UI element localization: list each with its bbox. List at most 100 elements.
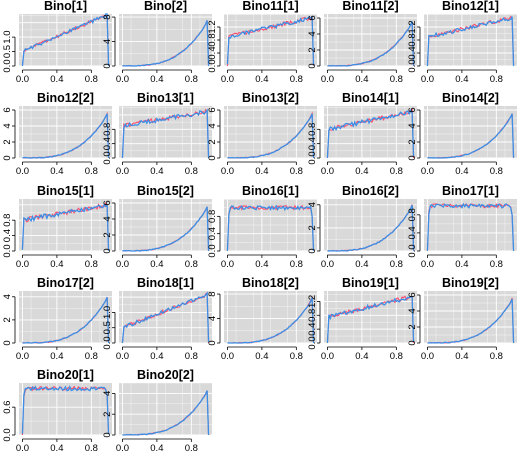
x-tick-label: 0.8	[185, 259, 198, 270]
y-tick-label: 0	[207, 155, 218, 160]
x-tick-label: 0.0	[221, 351, 234, 362]
series-line-blue	[327, 204, 415, 252]
x-tick-label: 0.0	[321, 74, 334, 85]
panel-title: Bino18[1]	[137, 276, 194, 290]
panel-bino16-1: 0.0 0.4 0.8 0.0 0.4 0.8 Bino16[1]	[207, 184, 317, 270]
y-tick-label: 0.0	[2, 428, 13, 441]
y-tick-label: 6	[2, 107, 13, 112]
panel-bino15-1: 0.0 0.4 0.8 0.0 0.4 0.8 Bino15[1]	[2, 184, 112, 270]
series-line-blue	[227, 297, 315, 344]
x-tick-label: 0.4	[355, 351, 368, 362]
y-tick-label: 4	[207, 123, 218, 128]
panel-title: Bino14[2]	[442, 91, 499, 105]
y-tick-label: 0.4	[407, 226, 418, 239]
series-line-blue	[326, 295, 415, 344]
panel-bino19-2: 0.0 0.4 0.8 0 2 4 6 Bino19[2]	[407, 276, 517, 362]
y-tick-label: 0	[407, 155, 418, 160]
panel-bino20-2: 0.0 0.4 0.8 0 2 4 Bino20[2]	[102, 368, 212, 454]
y-tick-label: 0.0	[2, 59, 13, 72]
x-tick-label: 0.8	[490, 259, 503, 270]
x-tick-label: 0.4	[455, 166, 468, 177]
y-tick-label: 6	[102, 200, 113, 205]
x-tick-label: 0.8	[185, 74, 198, 85]
panel-bino17-1: 0.0 0.4 0.8 0.0 0.4 0.8 Bino17[1]	[407, 184, 517, 270]
y-tick-label: 0	[2, 340, 13, 345]
x-tick-label: 0.0	[321, 259, 334, 270]
panel-title: Bino17[1]	[442, 184, 499, 198]
y-tick-label: 0.0	[307, 151, 318, 164]
y-tick-label: 4	[2, 123, 13, 128]
y-tick-label: 0.8	[207, 210, 218, 223]
y-tick-label: 0	[207, 340, 218, 345]
panel-title: Bino13[2]	[242, 91, 299, 105]
x-tick-label: 0.8	[290, 351, 303, 362]
panel-title: Bino19[1]	[342, 276, 399, 290]
x-tick-label: 0.4	[50, 351, 63, 362]
y-tick-label: 4	[407, 123, 418, 128]
y-tick-label: 4	[307, 31, 318, 36]
x-tick-label: 0.0	[16, 259, 29, 270]
x-tick-label: 0.0	[221, 259, 234, 270]
x-tick-label: 0.8	[290, 74, 303, 85]
x-tick-label: 0.4	[50, 443, 63, 454]
y-tick-label: 1.2	[307, 295, 318, 308]
y-tick-label: 0.5	[102, 321, 113, 334]
panel-title: Bino20[2]	[137, 368, 194, 382]
series-line-blue	[21, 202, 110, 252]
x-tick-label: 0.4	[355, 74, 368, 85]
series-line-blue	[122, 20, 210, 67]
y-tick-label: 0.8	[102, 123, 113, 136]
y-tick-label: 0	[307, 248, 318, 253]
x-tick-label: 0.0	[16, 443, 29, 454]
panel-title: Bino16[2]	[342, 184, 399, 198]
y-tick-label: 0.0	[102, 336, 113, 349]
y-tick-label: 0.6	[2, 401, 13, 414]
y-tick-label: 6	[307, 15, 318, 20]
x-tick-label: 0.4	[255, 74, 268, 85]
y-tick-label: 2	[2, 317, 13, 322]
y-tick-label: 1.0	[2, 31, 13, 44]
x-tick-label: 0.4	[150, 259, 163, 270]
y-tick-label: 6	[207, 107, 218, 112]
panel-bino-2: 0.0 0.4 0.8 0 4 8 Bino[2]	[102, 0, 212, 85]
y-tick-label: 0.8	[207, 33, 218, 46]
x-tick-label: 0.0	[116, 166, 129, 177]
series-line-blue	[21, 13, 110, 67]
x-tick-label: 0.4	[455, 259, 468, 270]
y-tick-label: 0.5	[2, 45, 13, 58]
series-line-blue	[121, 291, 210, 344]
panel-title: Bino11[2]	[342, 0, 398, 13]
series-line-blue	[227, 113, 315, 159]
y-tick-label: 0	[407, 340, 418, 345]
x-tick-label: 0.8	[185, 443, 198, 454]
y-tick-label: 8	[207, 291, 218, 296]
x-tick-label: 0.8	[490, 166, 503, 177]
x-tick-label: 0.0	[421, 351, 434, 362]
panel-title: Bino15[1]	[37, 184, 94, 198]
x-tick-label: 0.0	[421, 259, 434, 270]
x-tick-label: 0.4	[50, 74, 63, 85]
y-tick-label: 1.2	[407, 20, 418, 33]
series-line-blue	[21, 385, 110, 435]
x-tick-label: 0.0	[16, 351, 29, 362]
x-tick-label: 0.0	[116, 351, 129, 362]
panel-title: Bino19[2]	[442, 276, 499, 290]
x-tick-label: 0.8	[85, 259, 98, 270]
x-tick-label: 0.4	[255, 259, 268, 270]
x-tick-label: 0.4	[455, 74, 468, 85]
y-tick-label: 2	[307, 47, 318, 52]
y-tick-label: 4	[307, 202, 318, 207]
y-tick-label: 0.4	[307, 323, 318, 336]
y-tick-label: 0.0	[407, 59, 418, 72]
y-tick-label: 1.0	[102, 306, 113, 319]
x-tick-label: 0.8	[185, 166, 198, 177]
y-tick-label: 6	[407, 292, 418, 297]
x-tick-label: 0.8	[390, 351, 403, 362]
x-tick-label: 0.4	[455, 351, 468, 362]
panel-title: Bino[1]	[44, 0, 87, 13]
panel-bino18-1: 0.0 0.4 0.8 0.0 0.5 1.0 Bino18[1]	[102, 276, 212, 362]
y-tick-label: 0.8	[407, 33, 418, 46]
